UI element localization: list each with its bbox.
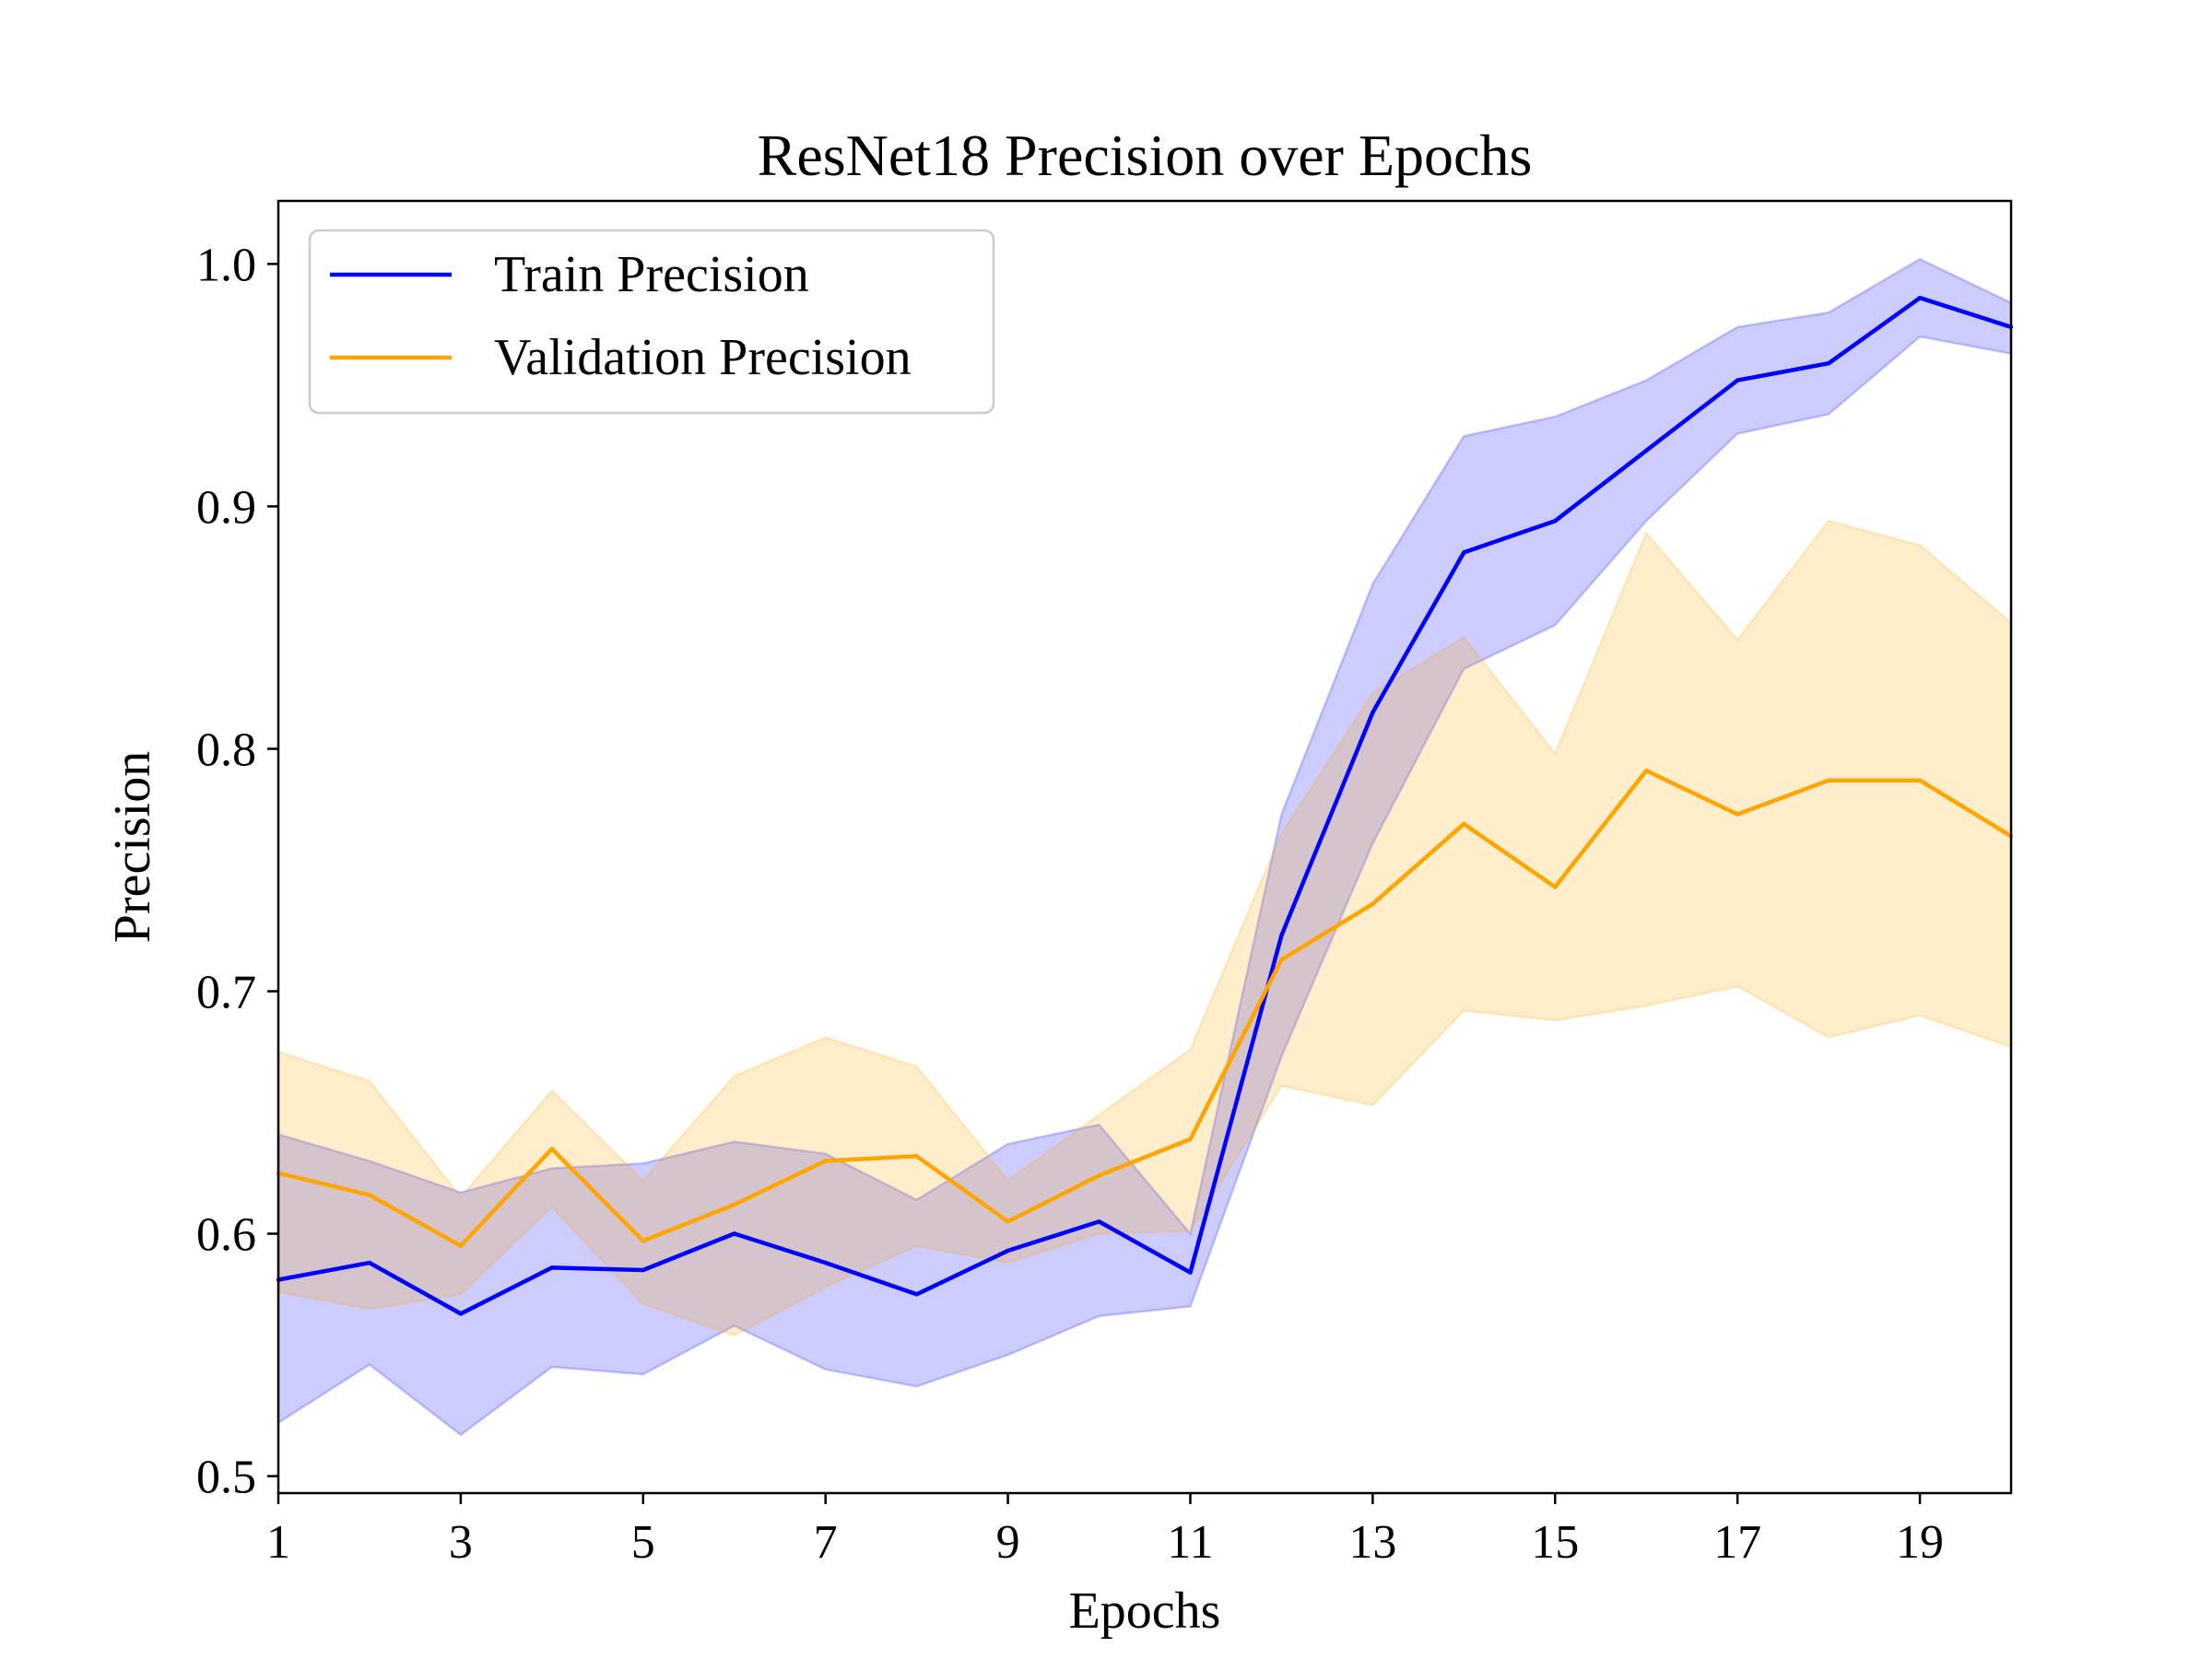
x-tick-label-3: 3 [449, 1516, 473, 1569]
validation-precision-point-9 [1006, 1219, 1010, 1224]
train-precision-point-17 [1735, 378, 1740, 382]
train-precision-point-12 [1279, 933, 1284, 938]
validation-precision-point-17 [1735, 812, 1740, 817]
validation-precision-point-10 [1097, 1173, 1101, 1178]
validation-precision-point-19 [1917, 778, 1923, 782]
x-tick-label-9: 9 [996, 1516, 1020, 1569]
y-tick-label-0-6: 0.6 [196, 1209, 256, 1262]
train-precision-point-13 [1371, 710, 1375, 715]
train-precision-point-4 [549, 1265, 554, 1270]
validation-precision-point-13 [1371, 901, 1375, 906]
x-tick-label-11: 11 [1167, 1516, 1213, 1569]
validation-precision-point-18 [1826, 778, 1831, 782]
legend-box [308, 229, 995, 415]
validation-precision-point-16 [1644, 768, 1649, 773]
validation-precision-point-12 [1279, 958, 1284, 962]
y-tick-label-0-8: 0.8 [196, 724, 256, 776]
legend-label-validation-precision: Validation Precision [494, 329, 912, 386]
train-precision-point-16 [1644, 448, 1649, 453]
validation-precision-point-14 [1462, 821, 1466, 827]
x-tick-label-15: 15 [1531, 1516, 1579, 1569]
y-tick-label-0-9: 0.9 [196, 481, 256, 534]
train-precision-point-9 [1006, 1248, 1010, 1253]
train-precision-point-3 [458, 1312, 464, 1316]
validation-precision-point-3 [458, 1243, 464, 1248]
x-tick-label-5: 5 [631, 1516, 655, 1569]
x-axis-label: Epochs [1069, 1583, 1221, 1640]
validation-precision-point-4 [549, 1147, 554, 1151]
train-precision-point-7 [823, 1260, 828, 1265]
y-axis-ticks: 0.5 0.6 0.7 0.8 0.9 1.0 [196, 239, 278, 1504]
x-axis-ticks: 1 3 5 7 9 11 13 15 17 19 [266, 1493, 1944, 1569]
train-precision-point-10 [1097, 1219, 1101, 1224]
validation-precision-point-6 [732, 1202, 736, 1207]
x-tick-label-7: 7 [814, 1516, 838, 1569]
train-precision-point-15 [1553, 519, 1558, 524]
validation-precision-point-5 [641, 1239, 645, 1243]
train-precision-point-14 [1462, 550, 1466, 555]
train-precision-line [277, 295, 2012, 1316]
train-precision-point-18 [1826, 361, 1831, 366]
train-precision-point-8 [914, 1292, 919, 1297]
train-precision-point-11 [1188, 1270, 1193, 1275]
validation-precision-point-15 [1553, 885, 1558, 889]
train-precision-point-19 [1917, 296, 1923, 300]
train-precision-point-2 [367, 1260, 372, 1265]
legend-label-train-precision: Train Precision [494, 246, 809, 303]
validation-precision-point-8 [914, 1154, 919, 1159]
y-axis-label: Precision [104, 751, 161, 943]
validation-precision-point-7 [823, 1159, 828, 1163]
validation-precision-point-2 [367, 1193, 372, 1197]
plot-frame [276, 199, 2013, 1495]
validation-precision-point-11 [1188, 1136, 1193, 1142]
train-precision-point-5 [641, 1267, 645, 1273]
x-tick-label-1: 1 [266, 1516, 290, 1569]
legend: Train Precision Validation Precision [308, 229, 995, 415]
x-tick-label-17: 17 [1713, 1516, 1761, 1569]
chart-title: ResNet18 Precision over Epochs [758, 123, 1533, 188]
validation-precision-line [277, 768, 2013, 1248]
x-tick-label-13: 13 [1348, 1516, 1396, 1569]
y-tick-label-0-5: 0.5 [196, 1452, 256, 1504]
train-precision-point-6 [732, 1231, 736, 1236]
y-tick-label-0-7: 0.7 [196, 967, 256, 1019]
x-tick-label-19: 19 [1896, 1516, 1944, 1569]
y-tick-label-1-0: 1.0 [196, 239, 256, 291]
